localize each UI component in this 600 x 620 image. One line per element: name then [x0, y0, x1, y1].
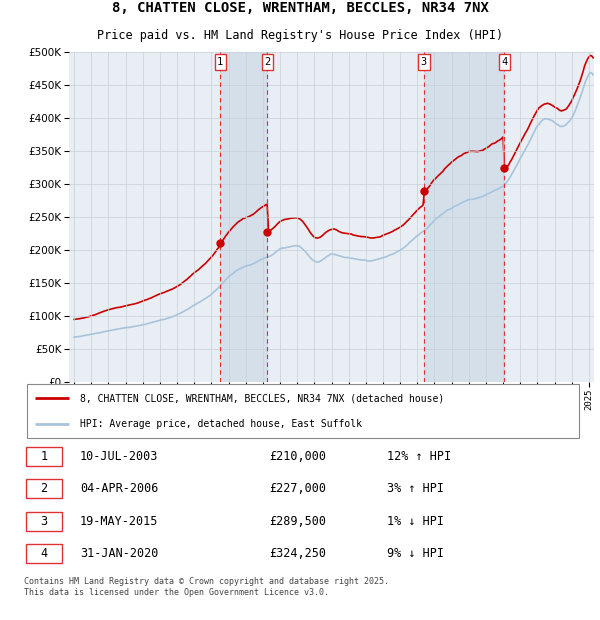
Bar: [424, 52, 505, 382]
Text: 10-JUL-2003: 10-JUL-2003: [80, 450, 158, 463]
FancyBboxPatch shape: [26, 446, 62, 466]
Text: 2: 2: [40, 482, 47, 495]
Text: 3: 3: [421, 57, 427, 67]
Bar: [220, 52, 268, 382]
Text: 1: 1: [40, 450, 47, 463]
FancyBboxPatch shape: [26, 544, 62, 564]
Text: 19-MAY-2015: 19-MAY-2015: [80, 515, 158, 528]
Text: 8, CHATTEN CLOSE, WRENTHAM, BECCLES, NR34 7NX: 8, CHATTEN CLOSE, WRENTHAM, BECCLES, NR3…: [112, 1, 488, 14]
Text: 4: 4: [502, 57, 508, 67]
Text: 2: 2: [264, 57, 271, 67]
Text: HPI: Average price, detached house, East Suffolk: HPI: Average price, detached house, East…: [80, 418, 362, 429]
FancyBboxPatch shape: [26, 479, 62, 498]
Text: 3% ↑ HPI: 3% ↑ HPI: [387, 482, 444, 495]
Text: 9% ↓ HPI: 9% ↓ HPI: [387, 547, 444, 560]
FancyBboxPatch shape: [27, 384, 579, 438]
Text: £289,500: £289,500: [269, 515, 326, 528]
FancyBboxPatch shape: [26, 512, 62, 531]
Text: 12% ↑ HPI: 12% ↑ HPI: [387, 450, 451, 463]
Text: 8, CHATTEN CLOSE, WRENTHAM, BECCLES, NR34 7NX (detached house): 8, CHATTEN CLOSE, WRENTHAM, BECCLES, NR3…: [80, 393, 444, 403]
Text: 31-JAN-2020: 31-JAN-2020: [80, 547, 158, 560]
Text: Price paid vs. HM Land Registry's House Price Index (HPI): Price paid vs. HM Land Registry's House …: [97, 29, 503, 42]
Text: 04-APR-2006: 04-APR-2006: [80, 482, 158, 495]
Text: £324,250: £324,250: [269, 547, 326, 560]
Text: £227,000: £227,000: [269, 482, 326, 495]
Text: 1% ↓ HPI: 1% ↓ HPI: [387, 515, 444, 528]
Text: £210,000: £210,000: [269, 450, 326, 463]
Text: Contains HM Land Registry data © Crown copyright and database right 2025.
This d: Contains HM Land Registry data © Crown c…: [24, 577, 389, 597]
Text: 3: 3: [40, 515, 47, 528]
Text: 1: 1: [217, 57, 223, 67]
Text: 4: 4: [40, 547, 47, 560]
